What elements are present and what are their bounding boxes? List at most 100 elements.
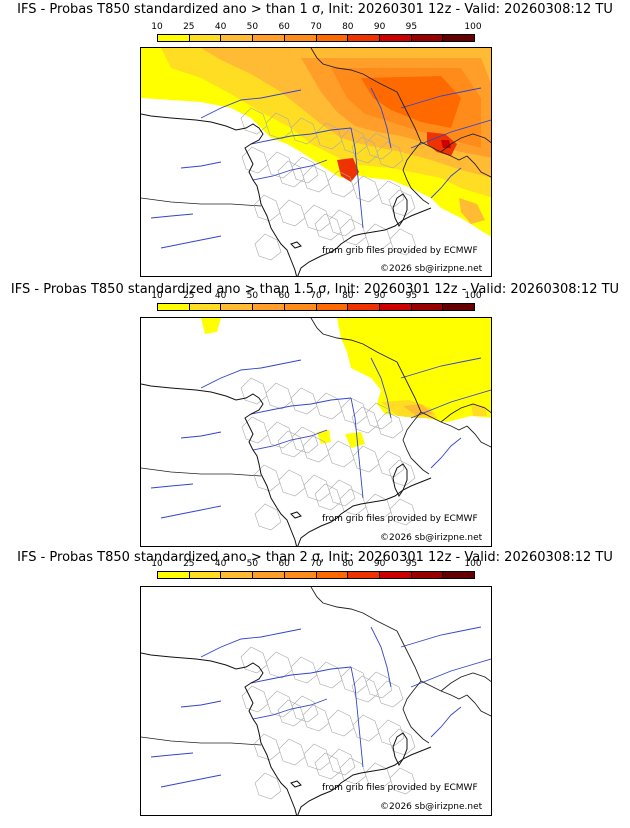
department-border bbox=[265, 382, 293, 410]
department-border bbox=[277, 430, 305, 458]
department-border bbox=[389, 767, 417, 795]
department-border bbox=[364, 223, 392, 251]
credit-text: from grib files provided by ECMWF bbox=[322, 246, 478, 256]
color-legend: 10 25 40 50 60 70 80 90 95 100 bbox=[151, 559, 482, 579]
department-border bbox=[265, 651, 293, 679]
legend-swatch bbox=[379, 572, 412, 578]
river bbox=[370, 626, 392, 688]
department-border bbox=[302, 704, 330, 732]
country-border bbox=[310, 318, 398, 363]
department-border bbox=[278, 199, 306, 227]
legend-swatch bbox=[284, 35, 317, 41]
department-border bbox=[351, 406, 379, 434]
legend-swatch bbox=[253, 572, 285, 578]
department-border bbox=[376, 411, 404, 439]
department-border bbox=[376, 680, 404, 708]
country-border bbox=[141, 736, 262, 746]
coastline bbox=[141, 113, 298, 276]
panel-title: IFS - Probas T850 standardized ano > tha… bbox=[10, 282, 620, 297]
department-border bbox=[291, 695, 319, 723]
department-border bbox=[302, 165, 330, 193]
department-border bbox=[291, 156, 319, 184]
department-border bbox=[352, 714, 380, 742]
color-legend: 10 25 40 50 60 70 80 90 95 100 bbox=[151, 291, 482, 311]
department-border bbox=[253, 733, 281, 761]
probability-area bbox=[361, 76, 461, 128]
department-border bbox=[328, 479, 356, 507]
river bbox=[350, 397, 364, 499]
department-border bbox=[290, 117, 318, 145]
department-border bbox=[240, 107, 268, 135]
department-border bbox=[327, 440, 355, 468]
copyright-text: ©2026 sb@irizpne.net bbox=[380, 533, 483, 543]
legend-swatch bbox=[221, 35, 254, 41]
probability-map bbox=[140, 317, 492, 547]
river bbox=[180, 161, 222, 169]
department-border bbox=[328, 748, 356, 776]
department-border bbox=[315, 661, 343, 689]
map-svg bbox=[141, 318, 491, 546]
legend-tick-label: 100 bbox=[464, 291, 482, 301]
department-border bbox=[364, 493, 392, 521]
department-border bbox=[376, 141, 404, 169]
legend-tick-label: 95 bbox=[405, 22, 418, 32]
river bbox=[410, 389, 491, 419]
probability-area bbox=[201, 318, 221, 334]
legend-swatch bbox=[348, 572, 380, 578]
legend-swatch bbox=[189, 572, 222, 578]
legend-swatch bbox=[443, 304, 475, 310]
legend-swatch bbox=[316, 304, 349, 310]
river bbox=[252, 698, 328, 720]
department-border bbox=[327, 709, 355, 737]
coastline bbox=[297, 746, 432, 815]
coastline bbox=[141, 652, 298, 815]
panel-title: IFS - Probas T850 standardized ano > tha… bbox=[17, 2, 613, 17]
river bbox=[200, 359, 302, 389]
river bbox=[370, 357, 392, 419]
legend-swatch bbox=[348, 35, 380, 41]
river bbox=[160, 505, 222, 519]
island-outline bbox=[290, 511, 302, 519]
panel-1sigma: IFS - Probas T850 standardized ano > tha… bbox=[0, 0, 630, 277]
department-border bbox=[253, 464, 281, 492]
coastline bbox=[141, 383, 298, 546]
legend-tick-label: 95 bbox=[405, 559, 418, 569]
river bbox=[250, 127, 352, 145]
legend-tick-label: 50 bbox=[246, 291, 259, 301]
department-border bbox=[290, 387, 318, 415]
country-border bbox=[396, 361, 468, 431]
river bbox=[430, 167, 462, 199]
legend-tick-label: 10 bbox=[151, 22, 163, 32]
legend-tick-label: 60 bbox=[278, 22, 290, 32]
river bbox=[160, 235, 222, 249]
legend-tick-label: 50 bbox=[246, 22, 259, 32]
country-border bbox=[402, 680, 430, 744]
legend-tick-label: 70 bbox=[310, 291, 322, 301]
legend-tick-label: 25 bbox=[183, 291, 195, 301]
department-border bbox=[266, 421, 294, 449]
river bbox=[252, 159, 328, 181]
river bbox=[430, 706, 462, 738]
department-border bbox=[265, 112, 293, 140]
department-border bbox=[240, 646, 268, 674]
department-border bbox=[291, 426, 319, 454]
legend-swatch bbox=[411, 35, 444, 41]
legend-tick-label: 50 bbox=[246, 559, 259, 569]
department-border bbox=[315, 392, 343, 420]
legend-tick-label: 90 bbox=[373, 22, 386, 32]
legend-tick-label: 80 bbox=[342, 559, 354, 569]
country-border bbox=[396, 630, 468, 700]
river bbox=[150, 752, 194, 758]
legend-swatch bbox=[284, 572, 317, 578]
coastline bbox=[297, 207, 432, 276]
legend-swatch bbox=[158, 572, 190, 578]
legend-swatch bbox=[284, 304, 317, 310]
river bbox=[410, 658, 491, 688]
department-border bbox=[340, 127, 368, 155]
department-border bbox=[303, 743, 331, 771]
country-border bbox=[141, 197, 262, 207]
coastline bbox=[297, 477, 432, 546]
department-border bbox=[339, 488, 367, 516]
department-border bbox=[303, 204, 331, 232]
department-border bbox=[364, 762, 392, 790]
